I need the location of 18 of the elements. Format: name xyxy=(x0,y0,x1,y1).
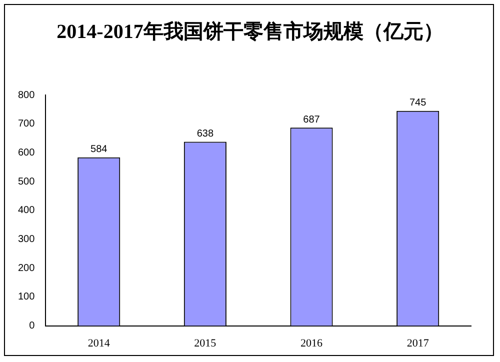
y-tick-label: 400 xyxy=(18,205,36,216)
data-label: 687 xyxy=(303,114,320,126)
y-tick-label: 100 xyxy=(18,292,36,303)
x-tick-label: 2017 xyxy=(406,337,430,350)
data-label: 638 xyxy=(196,128,214,140)
y-tick-label: 600 xyxy=(18,147,36,158)
x-tick-label: 2014 xyxy=(88,337,110,350)
x-tick-label: 2016 xyxy=(300,337,324,350)
y-tick-label: 300 xyxy=(18,234,36,245)
data-label: 584 xyxy=(90,144,108,156)
y-tick-label: 0 xyxy=(29,320,36,332)
y-tick-label: 500 xyxy=(18,176,36,188)
y-tick-label: 700 xyxy=(18,118,36,130)
y-tick-label: 800 xyxy=(18,90,36,101)
chart-title: 2014-2017年我国饼干零售市场规模（亿元） xyxy=(56,20,444,45)
y-tick-label: 200 xyxy=(18,262,36,274)
data-label: 745 xyxy=(409,98,427,109)
x-tick-label: 2015 xyxy=(194,337,217,350)
